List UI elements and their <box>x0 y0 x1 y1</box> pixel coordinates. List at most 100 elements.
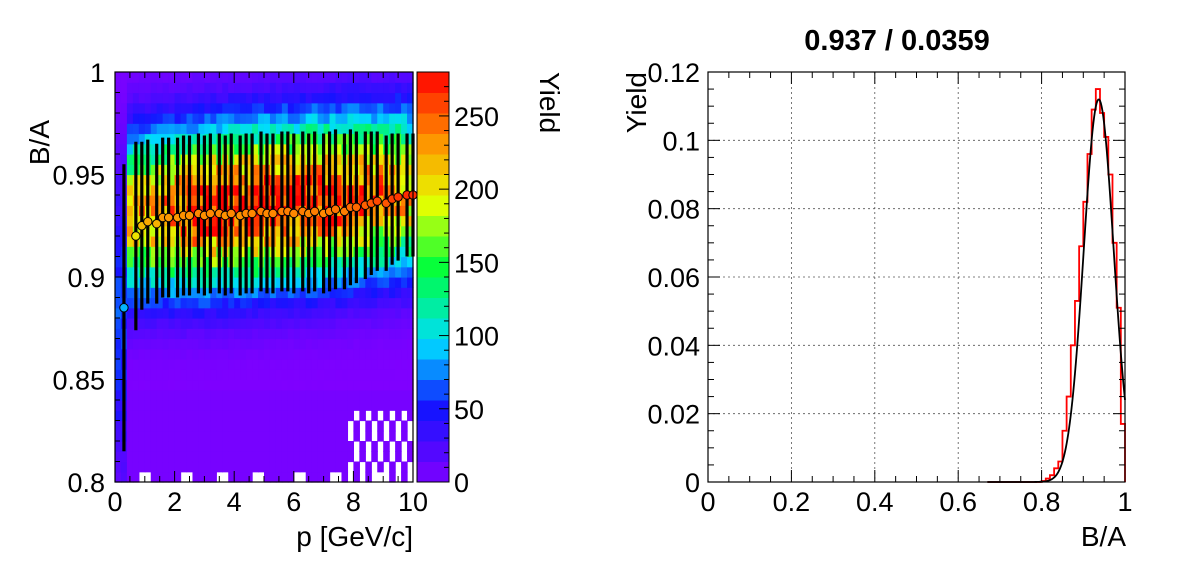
right-x-tick-label: 0.2 <box>773 487 811 517</box>
heatmap-cell <box>168 359 176 370</box>
heatmap-cell <box>305 420 313 432</box>
heatmap-cell <box>228 348 235 360</box>
heatmap-cell <box>192 164 200 176</box>
heatmap-cell <box>371 256 378 268</box>
heatmap-cell <box>115 133 122 145</box>
heatmap-cell <box>228 430 235 442</box>
heatmap-cell <box>150 420 158 432</box>
heatmap-cell <box>347 369 354 381</box>
heatmap-cell <box>115 359 122 370</box>
heatmap-cell <box>240 318 247 329</box>
heatmap-cell <box>365 277 372 288</box>
heatmap-cell <box>293 461 301 473</box>
heatmap-cell <box>240 164 247 176</box>
heatmap-cell <box>115 328 122 340</box>
heatmap-cell <box>347 359 354 370</box>
heatmap-cell <box>383 400 390 411</box>
heatmap-cell <box>126 215 134 227</box>
heatmap-cell <box>222 420 229 432</box>
heatmap-cell <box>353 307 360 319</box>
heatmap-cell <box>168 123 176 135</box>
heatmap-cell <box>401 307 408 319</box>
heatmap-cell <box>389 471 396 483</box>
heatmap-cell <box>168 205 176 217</box>
heatmap-cell <box>162 338 170 350</box>
heatmap-cell <box>311 82 319 94</box>
heatmap-cell <box>156 154 164 165</box>
heatmap-cell <box>115 205 122 217</box>
heatmap-cell <box>371 236 378 247</box>
heatmap-cell <box>115 338 122 350</box>
heatmap-cell <box>246 441 253 452</box>
heatmap-cell <box>246 297 253 309</box>
heatmap-cell <box>252 246 259 258</box>
heatmap-cell <box>144 379 152 391</box>
heatmap-cell <box>365 256 372 268</box>
heatmap-cell <box>264 328 271 340</box>
right-chart-title: 0.937 / 0.0359 <box>804 25 989 57</box>
heatmap-cell <box>401 246 408 258</box>
heatmap-cell <box>323 338 331 350</box>
heatmap-cell <box>222 123 229 135</box>
heatmap-cell <box>246 369 253 381</box>
heatmap-cell <box>371 410 378 422</box>
heatmap-cell <box>192 400 200 411</box>
heatmap-cell <box>222 328 229 340</box>
heatmap-cell <box>198 215 205 227</box>
heatmap-cell <box>371 72 378 83</box>
heatmap-cell <box>234 113 241 124</box>
heatmap-cell <box>383 82 390 94</box>
heatmap-cell <box>359 400 366 411</box>
heatmap-cell <box>210 328 217 340</box>
heatmap-cell <box>162 471 170 483</box>
heatmap-cell <box>401 389 408 401</box>
heatmap-cell <box>401 205 408 217</box>
heatmap-cell <box>115 297 122 309</box>
heatmap-cell <box>258 102 265 114</box>
heatmap-cell <box>246 420 253 432</box>
heatmap-cell <box>228 318 235 329</box>
heatmap-cell <box>329 430 337 442</box>
heatmap-cell <box>323 82 331 94</box>
heatmap-cell <box>115 215 122 227</box>
heatmap-cell <box>347 328 354 340</box>
heatmap-cell <box>401 287 408 299</box>
heatmap-cell <box>287 256 295 268</box>
heatmap-cell <box>180 338 188 350</box>
heatmap-cell <box>150 400 158 411</box>
heatmap-cell <box>365 389 372 401</box>
heatmap-cell <box>401 236 408 247</box>
heatmap-cell <box>287 236 295 247</box>
heatmap-cell <box>275 143 283 155</box>
heatmap-cell <box>240 389 247 401</box>
heatmap-cell <box>210 389 217 401</box>
heatmap-cell <box>126 82 134 94</box>
heatmap-cell <box>264 72 271 83</box>
heatmap-cell <box>258 369 265 381</box>
heatmap-cell <box>174 102 182 114</box>
heatmap-cell <box>371 184 378 196</box>
heatmap-cell <box>311 318 319 329</box>
heatmap-cell <box>138 441 146 452</box>
right-y-tick-label: 0.06 <box>647 263 700 293</box>
profile-series <box>119 129 418 452</box>
heatmap-cell <box>115 348 122 360</box>
heatmap-cell <box>168 430 176 442</box>
heatmap-cell <box>293 389 301 401</box>
heatmap-cell <box>198 348 205 360</box>
heatmap-cell <box>186 348 194 360</box>
heatmap-cell <box>359 266 366 278</box>
heatmap-cell <box>162 379 170 391</box>
heatmap-cell <box>269 123 277 135</box>
palette-band <box>417 72 449 93</box>
heatmap-cell <box>365 133 372 145</box>
heatmap-cell <box>126 328 134 340</box>
heatmap-cell <box>365 205 372 217</box>
heatmap-cell <box>115 246 122 258</box>
heatmap-cell <box>162 369 170 381</box>
heatmap-cell <box>144 359 152 370</box>
heatmap-cell <box>258 451 265 463</box>
heatmap-cell <box>311 348 319 360</box>
heatmap-cell <box>317 400 325 411</box>
heatmap-cell <box>258 287 265 299</box>
